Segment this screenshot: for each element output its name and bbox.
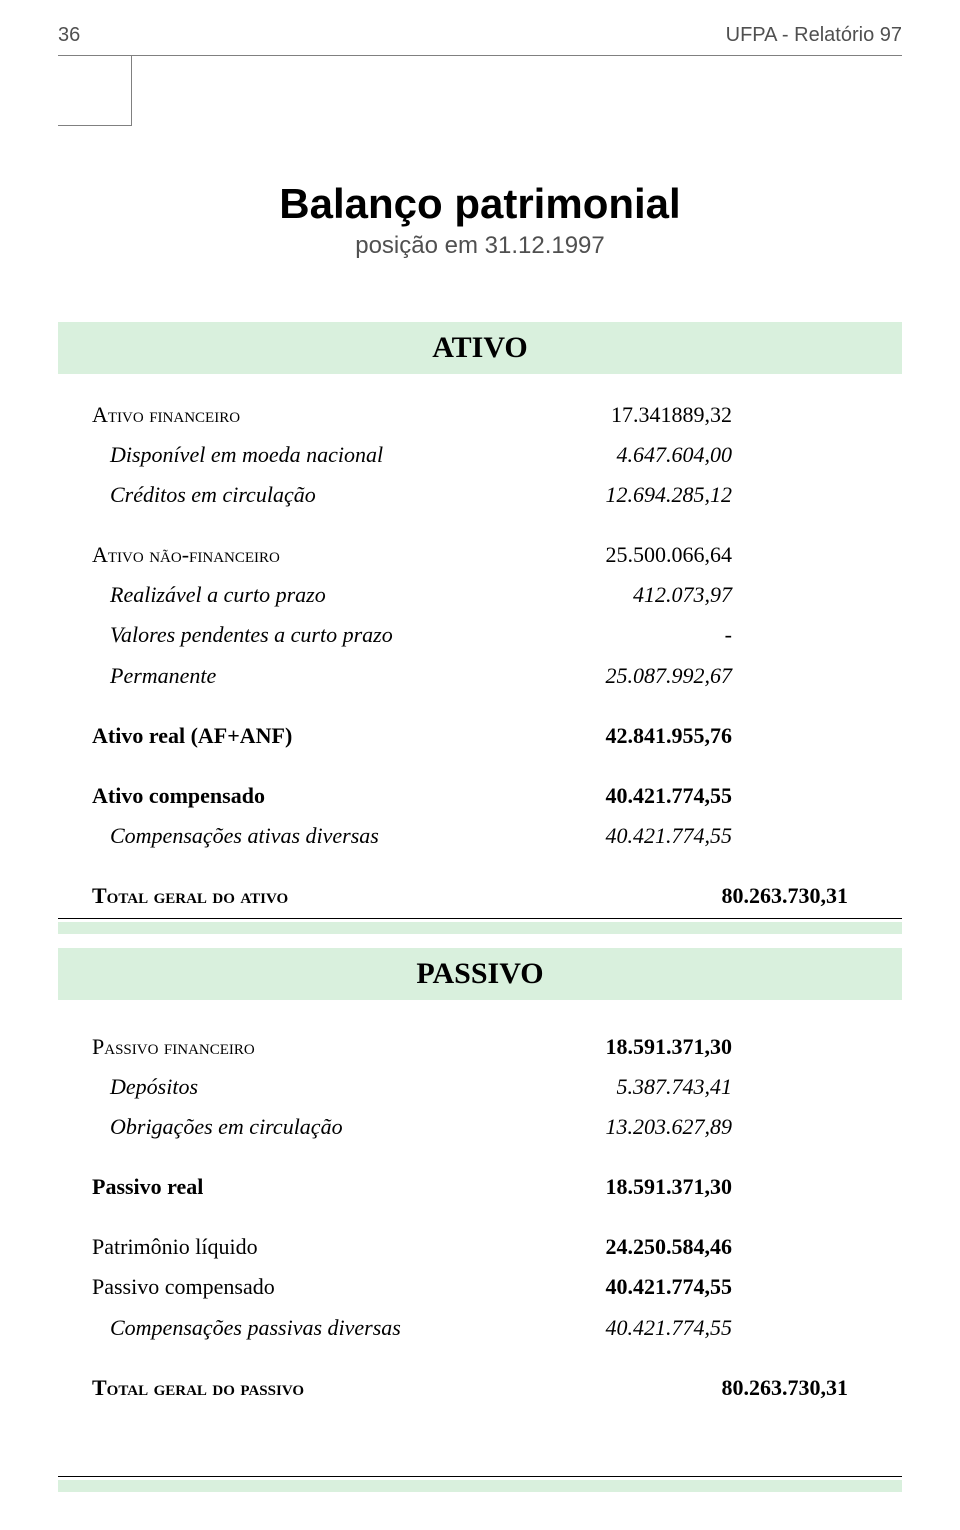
row-value: 40.421.774,55 — [492, 819, 732, 853]
table-row: Ativo financeiro 17.341889,32 — [92, 398, 868, 432]
row-value: 80.263.730,31 — [492, 879, 868, 913]
ativo-heading: ATIVO — [432, 331, 528, 365]
row-value: 5.387.743,41 — [492, 1070, 732, 1104]
page-number: 36 — [58, 24, 80, 47]
table-row: Depósitos 5.387.743,41 — [92, 1070, 868, 1104]
row-label: Realizável a curto prazo — [92, 578, 492, 612]
page-title: Balanço patrimonial — [0, 180, 960, 228]
row-value: 18.591.371,30 — [492, 1030, 732, 1064]
table-row: Valores pendentes a curto prazo - — [92, 618, 868, 652]
table-row: Compensações ativas diversas 40.421.774,… — [92, 819, 868, 853]
row-label: Créditos em circulação — [92, 478, 492, 512]
row-label: Obrigações em circulação — [92, 1110, 492, 1144]
row-value: 18.591.371,30 — [492, 1170, 732, 1204]
row-label: Disponível em moeda nacional — [92, 438, 492, 472]
row-label: Total geral do passivo — [92, 1371, 492, 1405]
row-label: Compensações ativas diversas — [92, 819, 492, 853]
header-rule — [132, 55, 902, 56]
row-label: Ativo real (AF+ANF) — [92, 719, 492, 753]
row-value: 40.421.774,55 — [492, 1270, 732, 1304]
row-label: Total geral do ativo — [92, 879, 492, 913]
header-box — [58, 56, 132, 126]
table-row: Obrigações em circulação 13.203.627,89 — [92, 1110, 868, 1144]
table-row: Compensações passivas diversas 40.421.77… — [92, 1311, 868, 1345]
table-row: Passivo financeiro 18.591.371,30 — [92, 1030, 868, 1064]
row-value: 42.841.955,76 — [492, 719, 732, 753]
row-value: 40.421.774,55 — [492, 1311, 732, 1345]
passivo-total-row: Total geral do passivo 80.263.730,31 — [92, 1371, 868, 1405]
row-label: Passivo compensado — [92, 1270, 492, 1304]
row-value: 40.421.774,55 — [492, 779, 732, 813]
row-label: Patrimônio líquido — [92, 1230, 492, 1264]
table-row: Permanente 25.087.992,67 — [92, 659, 868, 693]
table-row: Ativo não-financeiro 25.500.066,64 — [92, 538, 868, 572]
page-subtitle: posição em 31.12.1997 — [0, 232, 960, 260]
row-label: Ativo não-financeiro — [92, 538, 492, 572]
row-label: Compensações passivas diversas — [92, 1311, 492, 1345]
passivo-heading: PASSIVO — [416, 957, 543, 991]
row-value: 24.250.584,46 — [492, 1230, 732, 1264]
row-label: Valores pendentes a curto prazo — [92, 618, 492, 652]
row-value: 25.087.992,67 — [492, 659, 732, 693]
row-value: 412.073,97 — [492, 578, 732, 612]
passivo-band: PASSIVO — [58, 948, 902, 1000]
table-row: Créditos em circulação 12.694.285,12 — [92, 478, 868, 512]
row-value: 13.203.627,89 — [492, 1110, 732, 1144]
row-value: 12.694.285,12 — [492, 478, 732, 512]
row-value: 4.647.604,00 — [492, 438, 732, 472]
header-label: UFPA - Relatório 97 — [726, 24, 902, 47]
passivo-total-band — [58, 1480, 902, 1492]
row-label: Passivo real — [92, 1170, 492, 1204]
table-row: Disponível em moeda nacional 4.647.604,0… — [92, 438, 868, 472]
passivo-content: Passivo financeiro 18.591.371,30 Depósit… — [92, 1030, 868, 1411]
table-row: Ativo real (AF+ANF) 42.841.955,76 — [92, 719, 868, 753]
row-value: 17.341889,32 — [492, 398, 732, 432]
row-label: Permanente — [92, 659, 492, 693]
row-label: Depósitos — [92, 1070, 492, 1104]
row-label: Passivo financeiro — [92, 1030, 492, 1064]
row-value: - — [492, 618, 732, 652]
ativo-total-rule — [58, 918, 902, 919]
ativo-total-band — [58, 922, 902, 934]
table-row: Realizável a curto prazo 412.073,97 — [92, 578, 868, 612]
ativo-band: ATIVO — [58, 322, 902, 374]
table-row: Patrimônio líquido 24.250.584,46 — [92, 1230, 868, 1264]
row-label: Ativo financeiro — [92, 398, 492, 432]
ativo-total-row: Total geral do ativo 80.263.730,31 — [92, 879, 868, 913]
table-row: Passivo real 18.591.371,30 — [92, 1170, 868, 1204]
ativo-content: Ativo financeiro 17.341889,32 Disponível… — [92, 398, 868, 919]
row-value: 25.500.066,64 — [492, 538, 732, 572]
row-label: Ativo compensado — [92, 779, 492, 813]
table-row: Ativo compensado 40.421.774,55 — [92, 779, 868, 813]
passivo-total-rule — [58, 1476, 902, 1477]
row-value: 80.263.730,31 — [492, 1371, 868, 1405]
table-row: Passivo compensado 40.421.774,55 — [92, 1270, 868, 1304]
